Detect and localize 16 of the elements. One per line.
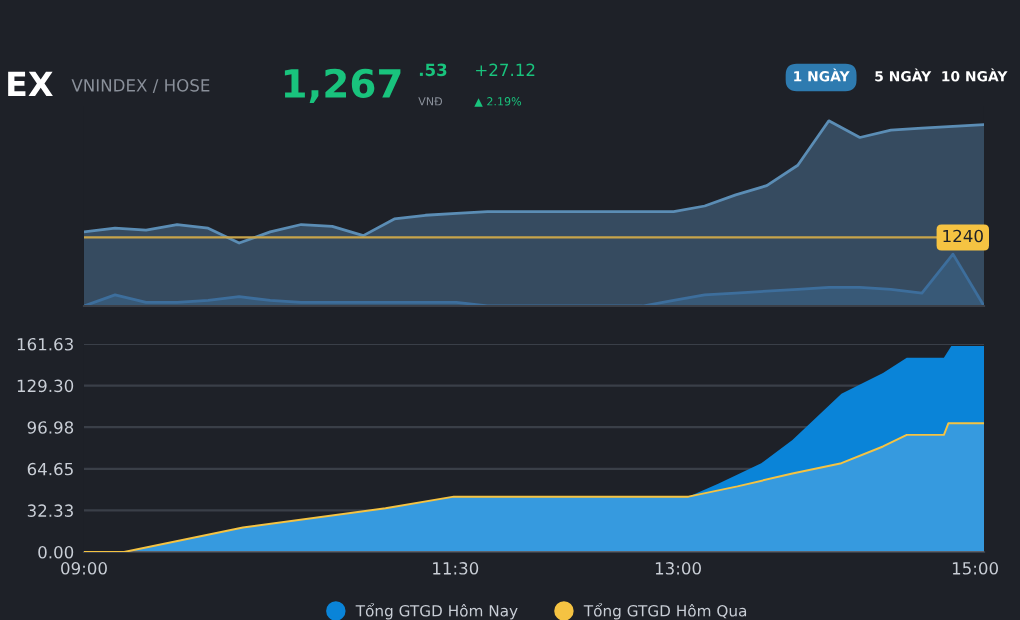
y-tick-label: 32.33 bbox=[27, 504, 73, 517]
annotation: 1240 bbox=[943, 229, 983, 243]
y-tick-label: 161.63 bbox=[17, 337, 73, 351]
y-tick-label: 64.65 bbox=[27, 462, 73, 476]
x-tick-label: 15:00 bbox=[952, 562, 998, 575]
y-tick-label: 0.00 bbox=[38, 545, 74, 559]
y-tick-label: 129.30 bbox=[17, 379, 74, 393]
x-tick-label: 13:00 bbox=[655, 562, 701, 575]
text: EX bbox=[8, 71, 53, 96]
text: 1,267 bbox=[284, 68, 401, 104]
x-tick-label: 11:30 bbox=[433, 562, 479, 575]
text: +27.12 bbox=[476, 63, 535, 76]
text: .53 bbox=[419, 63, 447, 77]
text: VNINDEX / HOSE bbox=[71, 79, 210, 93]
y-tick-label: 96.98 bbox=[27, 421, 74, 434]
x-tick-label: 09:00 bbox=[61, 562, 107, 575]
